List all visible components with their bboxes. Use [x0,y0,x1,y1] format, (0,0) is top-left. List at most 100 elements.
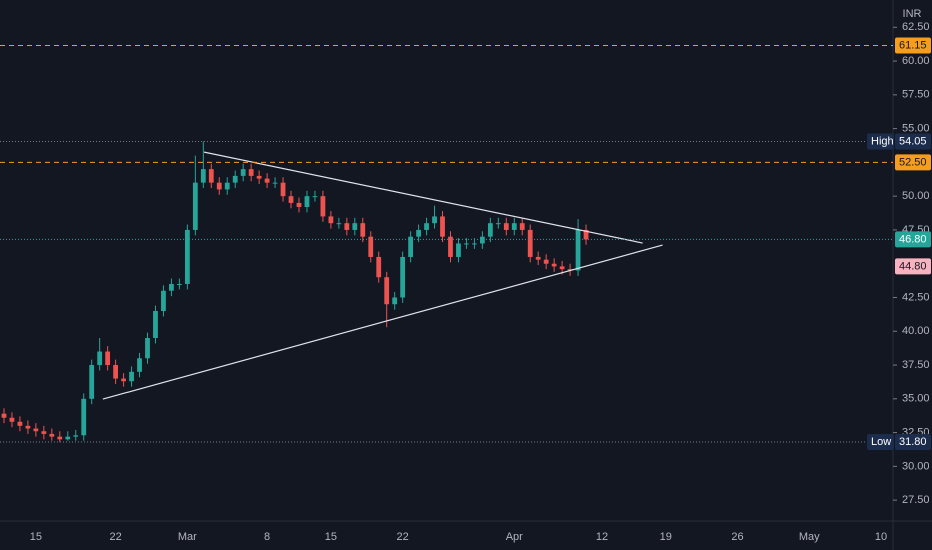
candle-body [232,175,238,183]
candle-body [105,351,111,366]
candle-body [161,290,166,312]
candle-body [57,436,63,440]
price-level-box [895,231,931,248]
y-tick-label: 62.50 [902,21,930,33]
price-level-box [895,154,931,171]
candle-body [304,196,310,207]
price-level-box [895,434,931,451]
candle-body [288,196,294,203]
candle-body [216,182,222,190]
candle-body [479,236,485,244]
candle-body [121,378,126,382]
candle-body [503,223,509,230]
currency-label: INR [903,8,922,20]
price-level-name-box [867,133,894,150]
x-tick-label: 15 [30,531,42,543]
candle-body [320,196,326,217]
price-level-label: 46.80 [899,233,927,245]
candle-body [392,297,398,305]
candle-body [145,338,150,359]
candle-body [73,435,79,437]
x-tick-label: 19 [660,531,672,543]
y-tick-label: 50.00 [902,190,930,202]
candle-body [424,223,429,230]
x-tick-label: 12 [596,531,608,543]
candle-body [240,169,246,176]
candle-body [65,436,71,440]
candle-body [368,236,374,257]
x-tick-label: 10 [875,531,887,543]
candle-body [583,229,589,240]
candle-body [440,216,445,237]
y-tick-label: 27.50 [902,494,930,506]
candle-body [376,256,382,278]
candle-body [280,182,286,197]
candle-body [519,223,525,230]
price-level-label: 31.80 [899,436,927,448]
candle-body [89,365,95,399]
y-tick-label: 55.00 [902,123,930,135]
candle-body [344,223,350,230]
trendline [102,244,663,400]
candle-body [352,223,358,230]
y-tick-label: 60.00 [902,55,930,67]
candle-body [432,216,437,224]
candle-body [464,243,469,245]
y-tick-label: 42.50 [902,291,930,303]
candle-body [33,428,39,432]
candle-body [416,229,421,237]
y-tick-label: 30.00 [902,460,930,472]
candle-body [25,425,31,429]
candle-body [137,358,142,372]
candle-body [312,196,318,198]
candle-body [384,277,390,305]
candle-body [360,223,366,237]
candle-body [113,365,119,379]
candle-body [543,259,549,264]
x-tick-label: 15 [325,531,337,543]
x-tick-label: 26 [731,531,743,543]
candle-body [535,256,541,260]
price-level-name: High [871,135,894,147]
y-tick-label: 37.50 [902,359,930,371]
y-tick-label: 57.50 [902,89,930,101]
candle-body [200,169,206,183]
candle-body [264,178,270,183]
candle-body [17,421,23,426]
price-level-name: Low [871,436,891,448]
candle-body [49,433,55,437]
y-tick-label: 40.00 [902,325,930,337]
price-level-label: 54.05 [899,135,927,147]
candle-body [129,371,134,382]
price-level-box [895,133,931,150]
candle-body [248,169,254,176]
candle-body [296,202,302,207]
candle-body [495,223,501,225]
candle-body [567,269,573,271]
y-tick-label: 35.00 [902,393,930,405]
price-level-label: 61.15 [899,39,927,51]
x-tick-label: Mar [178,531,197,543]
candle-body [511,223,517,230]
candle-body [328,216,334,224]
price-level-label: 52.50 [899,156,927,168]
candle-body [551,263,557,267]
candle-body [336,223,342,225]
candle-body [400,256,406,298]
candle-body [1,413,7,418]
candle-body [256,175,262,179]
candle-body [575,229,581,271]
x-tick-label: 22 [397,531,409,543]
candle-body [224,182,230,190]
candle-body [559,266,565,270]
candle-body [448,236,453,257]
candle-body [169,283,174,291]
candle-body [272,182,278,184]
price-level-box [895,37,931,54]
candle-body [456,243,461,257]
candle-body [9,417,15,422]
candle-body [408,236,414,257]
candle-body [208,169,214,183]
